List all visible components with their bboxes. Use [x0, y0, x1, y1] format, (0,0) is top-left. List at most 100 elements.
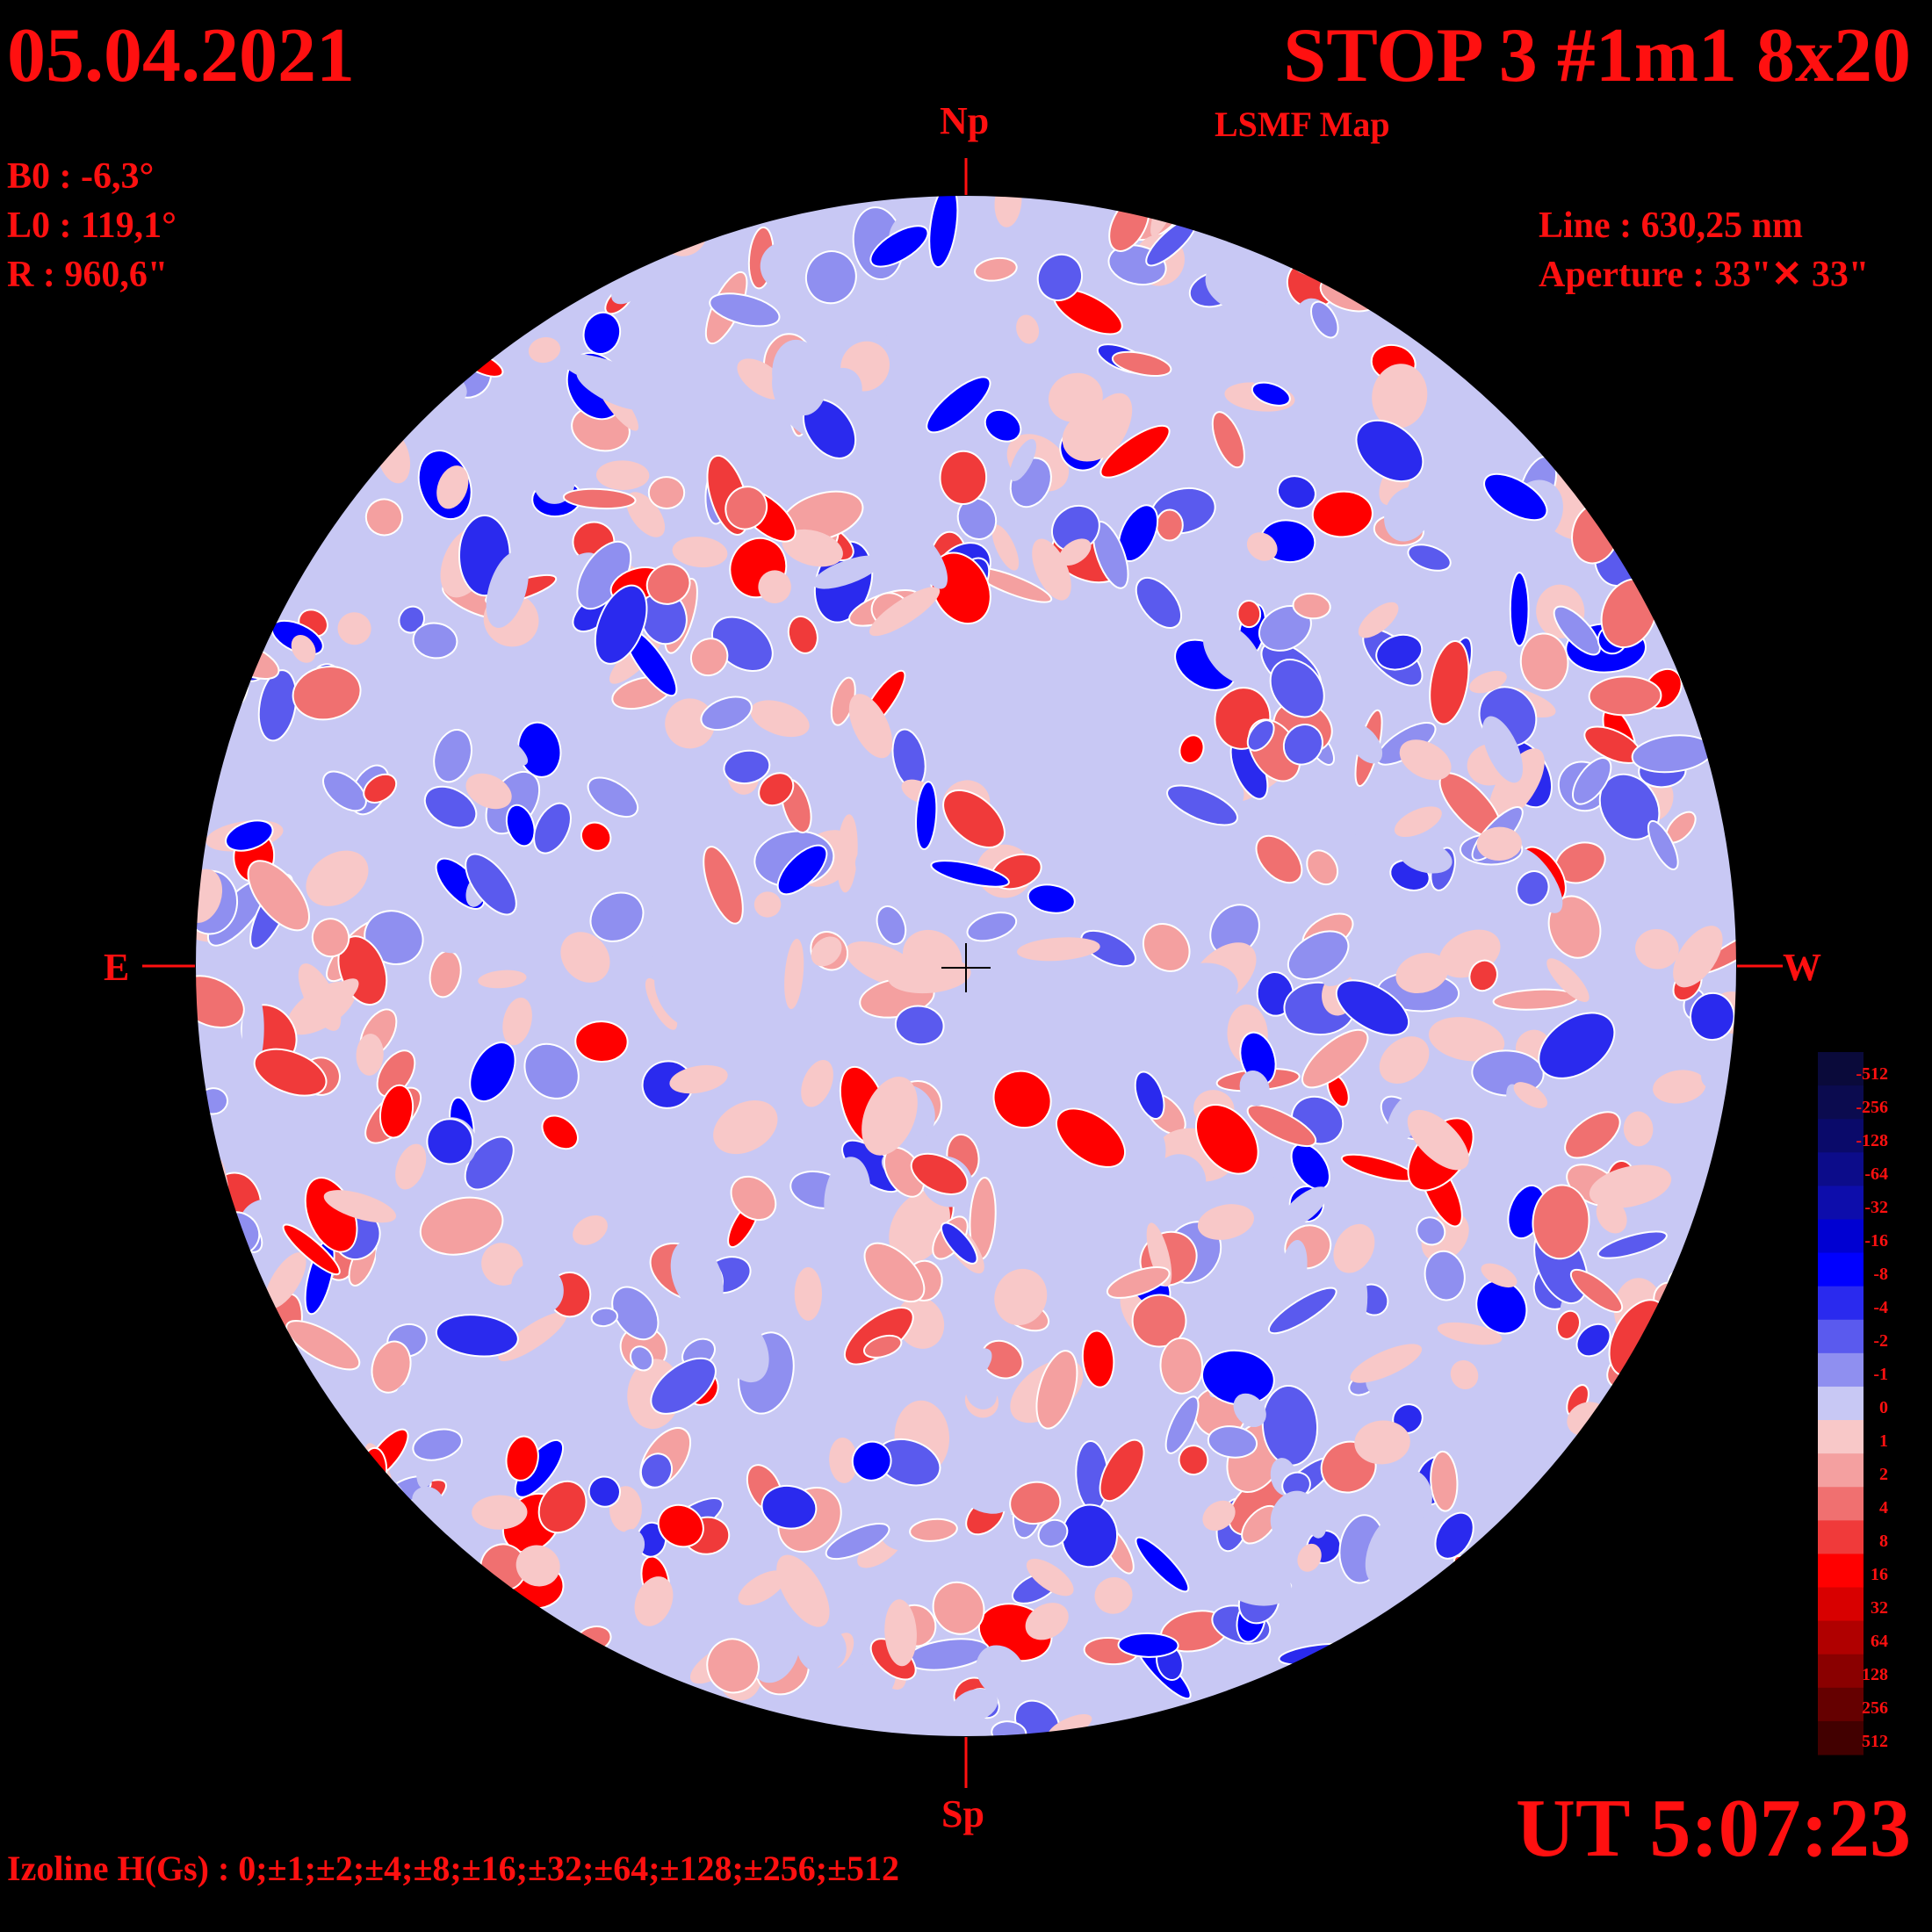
positive-field-region: [478, 970, 527, 989]
negative-field-region: [1598, 773, 1661, 840]
negative-field-region: [709, 1709, 742, 1737]
negative-field-region: [1321, 939, 1366, 987]
negative-field-region: [412, 1486, 443, 1515]
positive-field-region: [348, 1601, 414, 1660]
negative-field-region: [717, 1316, 769, 1383]
positive-field-region: [418, 1644, 467, 1706]
positive-field-region: [282, 1223, 341, 1276]
positive-field-region: [626, 492, 666, 537]
negative-field-region: [391, 1557, 429, 1611]
negative-field-region: [1323, 785, 1367, 841]
negative-field-region: [195, 1604, 218, 1650]
negative-field-region: [1037, 1518, 1069, 1547]
positive-field-region: [1473, 1646, 1505, 1703]
positive-field-region: [397, 327, 457, 378]
positive-field-region: [863, 1334, 903, 1359]
positive-field-region: [1512, 1576, 1557, 1626]
positive-field-region: [910, 1152, 969, 1195]
positive-field-region: [1603, 1503, 1665, 1546]
positive-field-region: [195, 616, 229, 657]
positive-field-region: [1636, 322, 1674, 395]
negative-field-region: [1617, 357, 1645, 407]
param-line: Line : 630,25 nm: [1539, 205, 1804, 246]
negative-field-region: [930, 860, 1010, 888]
negative-field-region: [1276, 475, 1316, 510]
positive-field-region: [932, 1581, 985, 1635]
colorbar-label: -16: [1864, 1231, 1888, 1251]
izoline-legend: Izoline H(Gs) : 0;±1;±2;±4;±8;±16;±32;±6…: [7, 1849, 900, 1888]
negative-field-region: [412, 1428, 463, 1461]
negative-field-region: [761, 1484, 818, 1530]
negative-field-region: [1221, 1562, 1292, 1606]
positive-field-region: [750, 700, 810, 738]
negative-field-region: [1694, 1543, 1737, 1582]
colorbar-swatch: [1818, 1219, 1864, 1254]
colorbar-label: -128: [1856, 1131, 1888, 1150]
negative-field-region: [1233, 1393, 1266, 1428]
positive-field-region: [195, 1640, 243, 1710]
negative-field-region: [1071, 1078, 1106, 1111]
positive-field-region: [1519, 632, 1569, 692]
negative-field-region: [1506, 1433, 1544, 1465]
date-label: 05.04.2021: [7, 13, 355, 98]
positive-field-region: [1429, 640, 1470, 725]
positive-field-region: [888, 957, 971, 994]
positive-field-region: [195, 1381, 251, 1437]
positive-field-region: [306, 850, 369, 906]
positive-field-region: [644, 219, 696, 247]
negative-field-region: [375, 1236, 411, 1277]
positive-field-region: [395, 1143, 427, 1190]
map-subtitle: LSMF Map: [1215, 105, 1390, 144]
positive-field-region: [1705, 1676, 1737, 1735]
positive-field-region: [573, 1215, 608, 1245]
positive-field-region: [195, 1174, 222, 1218]
negative-field-region: [812, 555, 883, 589]
positive-field-region: [1009, 1481, 1062, 1525]
positive-field-region: [195, 1475, 220, 1506]
positive-field-region: [1649, 391, 1690, 436]
ut-time: UT 5:07:23: [1516, 1783, 1911, 1874]
colorbar-swatch: [1818, 1119, 1864, 1153]
positive-field-region: [669, 1064, 728, 1094]
negative-field-region: [242, 989, 264, 1072]
negative-field-region: [1269, 659, 1325, 718]
negative-field-region: [461, 212, 504, 278]
positive-field-region: [243, 1427, 306, 1499]
negative-field-region: [226, 195, 275, 213]
positive-field-region: [1155, 508, 1184, 542]
positive-field-region: [247, 860, 311, 932]
positive-field-region: [1453, 1554, 1500, 1593]
positive-field-region: [436, 465, 469, 509]
colorbar-swatch: [1818, 1286, 1864, 1321]
positive-field-region: [384, 250, 424, 290]
positive-field-region: [1333, 1223, 1375, 1273]
positive-field-region: [1111, 350, 1172, 377]
positive-field-region: [371, 1340, 412, 1394]
negative-field-region: [1607, 460, 1675, 526]
positive-field-region: [758, 570, 791, 604]
positive-field-region: [580, 821, 612, 852]
param-r: R : 960,6": [7, 255, 169, 295]
positive-field-region: [1671, 1546, 1700, 1570]
positive-field-region: [794, 1267, 823, 1321]
negative-field-region: [1660, 1305, 1686, 1354]
colorbar-swatch: [1818, 1052, 1864, 1086]
positive-field-region: [1056, 1107, 1126, 1168]
negative-field-region: [1366, 1700, 1393, 1726]
negative-field-region: [426, 1118, 474, 1165]
positive-field-region: [341, 372, 366, 447]
negative-field-region: [1509, 572, 1530, 647]
positive-field-region: [1402, 1616, 1452, 1669]
negative-field-region: [559, 226, 602, 271]
positive-field-region: [869, 587, 941, 637]
negative-field-region: [644, 896, 677, 964]
positive-field-region: [738, 1570, 786, 1605]
negative-field-region: [575, 1130, 649, 1164]
negative-field-region: [1281, 1186, 1329, 1229]
positive-field-region: [195, 1247, 220, 1279]
colorbar-swatch: [1818, 1587, 1864, 1622]
negative-field-region: [1572, 757, 1612, 805]
positive-field-region: [1252, 195, 1303, 231]
positive-field-region: [1178, 1445, 1209, 1476]
negative-field-region: [700, 696, 753, 731]
